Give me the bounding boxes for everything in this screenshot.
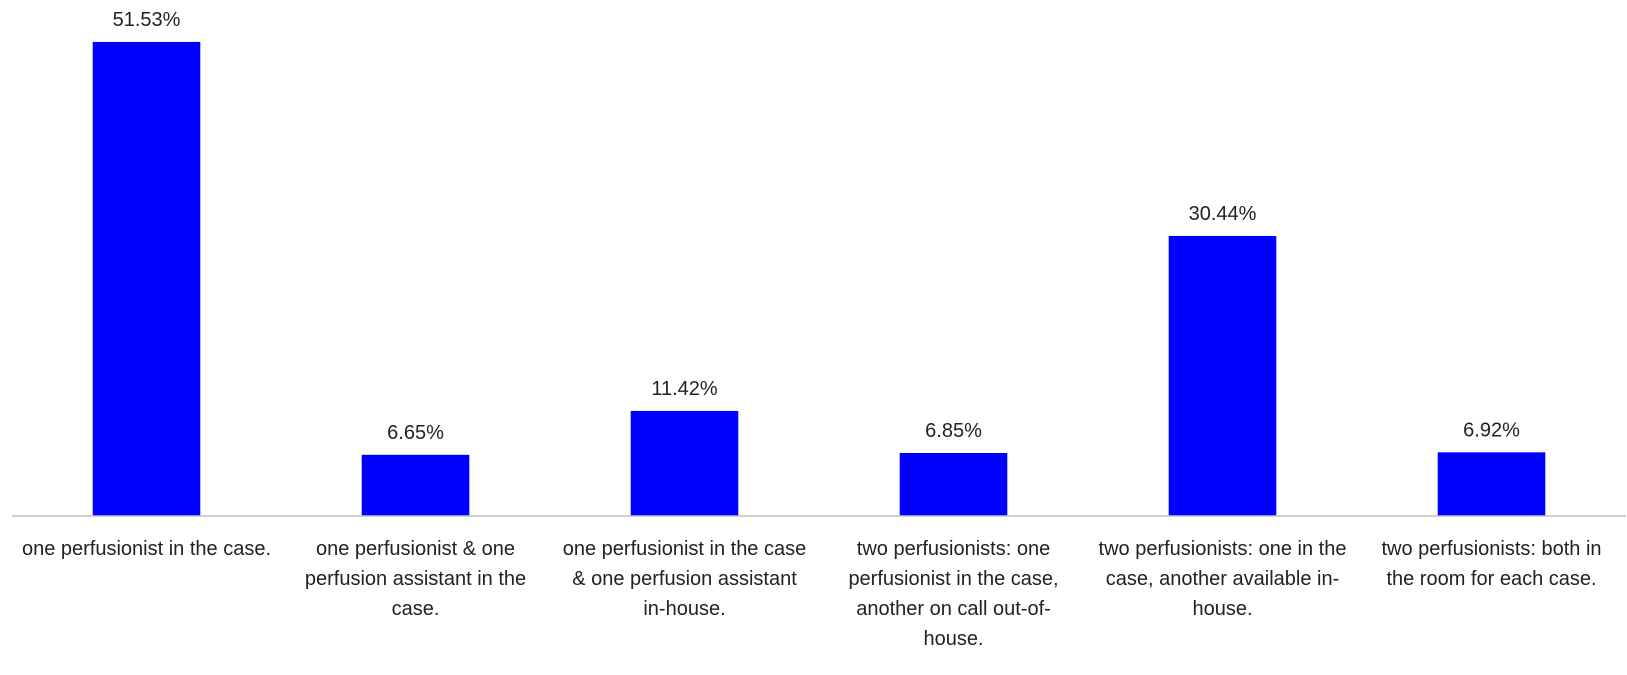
bar: [899, 452, 1008, 516]
bar: [1437, 452, 1546, 516]
value-label: 11.42%: [651, 378, 718, 400]
x-tick-label: one perfusionist & one perfusion assista…: [304, 538, 527, 620]
x-tick-label: two perfusionists: one in the case, anot…: [1098, 538, 1347, 620]
bar: [1168, 235, 1277, 516]
x-tick-label: one perfusionist in the case & one perfu…: [562, 538, 807, 620]
x-tick-label: two perfusionists: one perfusionist in t…: [848, 538, 1059, 650]
value-label: 6.65%: [387, 422, 444, 444]
x-tick-label: one perfusionist in the case.: [21, 538, 272, 560]
value-label: 51.53%: [113, 9, 181, 31]
bar: [630, 410, 739, 516]
value-label: 30.44%: [1189, 203, 1257, 225]
x-tick-label: two perfusionists: both in the room for …: [1381, 538, 1602, 590]
value-label: 6.92%: [1463, 419, 1520, 441]
bar: [92, 41, 201, 516]
bar: [361, 454, 470, 516]
value-label: 6.85%: [925, 420, 982, 442]
